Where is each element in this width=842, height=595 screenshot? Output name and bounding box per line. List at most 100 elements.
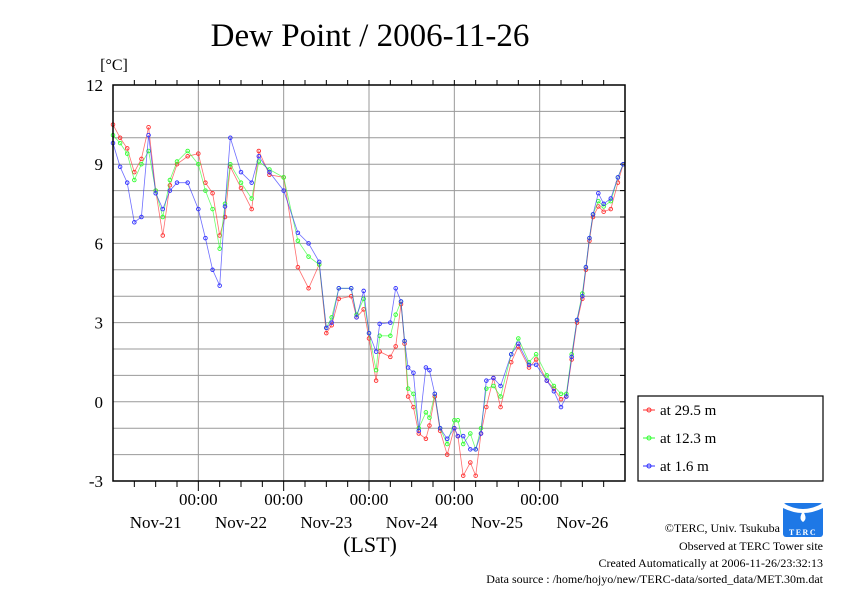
data-point xyxy=(473,473,478,478)
data-point xyxy=(393,286,398,291)
data-point xyxy=(405,365,411,370)
y-tick-label: 3 xyxy=(95,314,104,333)
data-point xyxy=(484,386,489,391)
data-point xyxy=(361,288,366,294)
data-point xyxy=(587,235,592,241)
series-group xyxy=(110,122,626,478)
data-point xyxy=(533,357,539,362)
data-point xyxy=(405,386,411,391)
data-point xyxy=(324,325,329,331)
data-point xyxy=(393,344,398,349)
data-point xyxy=(329,320,334,325)
data-point xyxy=(551,383,557,389)
x-tick-time-label: 00:00 xyxy=(179,490,218,509)
data-point xyxy=(295,264,301,270)
data-point xyxy=(388,354,393,360)
data-source-text: Data source : /home/hojyo/new/TERC-data/… xyxy=(486,572,823,586)
data-point xyxy=(203,188,208,193)
chart-title: Dew Point / 2006-11-26 xyxy=(211,18,530,54)
data-point xyxy=(238,180,244,185)
x-day-label: Nov-23 xyxy=(300,513,352,532)
data-point xyxy=(377,321,382,327)
data-point xyxy=(185,180,190,185)
data-point xyxy=(217,246,222,251)
data-point xyxy=(473,447,478,452)
data-point xyxy=(498,383,503,389)
data-point xyxy=(516,336,521,341)
data-point xyxy=(160,214,166,220)
data-point xyxy=(423,436,429,442)
data-point xyxy=(117,140,123,146)
legend-marker xyxy=(646,435,652,441)
data-point xyxy=(533,362,539,368)
data-point xyxy=(444,441,450,447)
data-point xyxy=(348,286,354,291)
data-point xyxy=(217,283,222,288)
legend-box xyxy=(637,395,824,482)
data-point xyxy=(354,315,359,320)
data-point xyxy=(498,394,503,399)
data-point xyxy=(132,220,137,225)
series-line xyxy=(112,124,624,478)
data-point xyxy=(608,196,614,201)
data-point xyxy=(324,330,329,336)
data-point xyxy=(306,286,311,291)
data-point xyxy=(203,235,208,241)
created-text: Created Automatically at 2006-11-26/23:3… xyxy=(598,556,823,570)
data-point xyxy=(196,206,201,212)
x-tick-time-label: 00:00 xyxy=(435,490,474,509)
data-point xyxy=(468,460,473,465)
x-day-label: Nov-24 xyxy=(386,513,438,532)
data-point xyxy=(393,312,398,317)
x-tick-time-label: 00:00 xyxy=(520,490,559,509)
data-point xyxy=(405,394,411,399)
data-point xyxy=(281,188,286,193)
data-point xyxy=(306,241,311,246)
data-point xyxy=(153,190,158,196)
data-point xyxy=(174,159,180,164)
data-point xyxy=(281,175,286,180)
data-point xyxy=(373,367,379,373)
data-point xyxy=(117,164,123,170)
data-point xyxy=(580,293,585,299)
series-line xyxy=(112,135,624,450)
data-point xyxy=(615,175,621,180)
data-point xyxy=(139,156,144,162)
data-point xyxy=(366,330,372,336)
data-point xyxy=(444,436,450,442)
series-at-29-5-m xyxy=(110,122,626,478)
data-point xyxy=(196,161,201,167)
data-point xyxy=(167,183,173,188)
data-point xyxy=(146,124,151,130)
data-point xyxy=(478,431,484,436)
data-point xyxy=(533,352,539,357)
data-point xyxy=(249,180,254,185)
data-point xyxy=(460,441,466,447)
data-point xyxy=(516,341,521,346)
data-point xyxy=(124,151,130,156)
data-point xyxy=(601,201,606,207)
data-point xyxy=(256,148,262,154)
data-point xyxy=(432,391,438,397)
copyright-text: ©TERC, Univ. Tsukuba xyxy=(665,521,781,535)
grid xyxy=(113,80,625,491)
data-point xyxy=(491,375,496,381)
x-tick-time-label: 00:00 xyxy=(264,490,303,509)
data-point xyxy=(306,254,311,259)
legend-label: at 1.6 m xyxy=(660,459,709,475)
data-point xyxy=(167,177,173,183)
data-point xyxy=(329,322,334,328)
data-point xyxy=(139,214,144,220)
x-tick-labels: 00:00 00:00 00:00 00:00 00:00 Nov-21 Nov-22 Nov… xyxy=(130,490,609,532)
data-point xyxy=(558,404,564,410)
terc-logo: TERC xyxy=(783,503,823,537)
data-point xyxy=(174,180,180,185)
data-point xyxy=(544,378,550,383)
y-axis-unit-label: [°C] xyxy=(100,57,128,74)
x-day-label: Nov-26 xyxy=(556,513,608,532)
data-point xyxy=(316,259,322,265)
data-point xyxy=(508,352,514,357)
data-point xyxy=(117,135,123,141)
x-day-label: Nov-21 xyxy=(130,513,182,532)
